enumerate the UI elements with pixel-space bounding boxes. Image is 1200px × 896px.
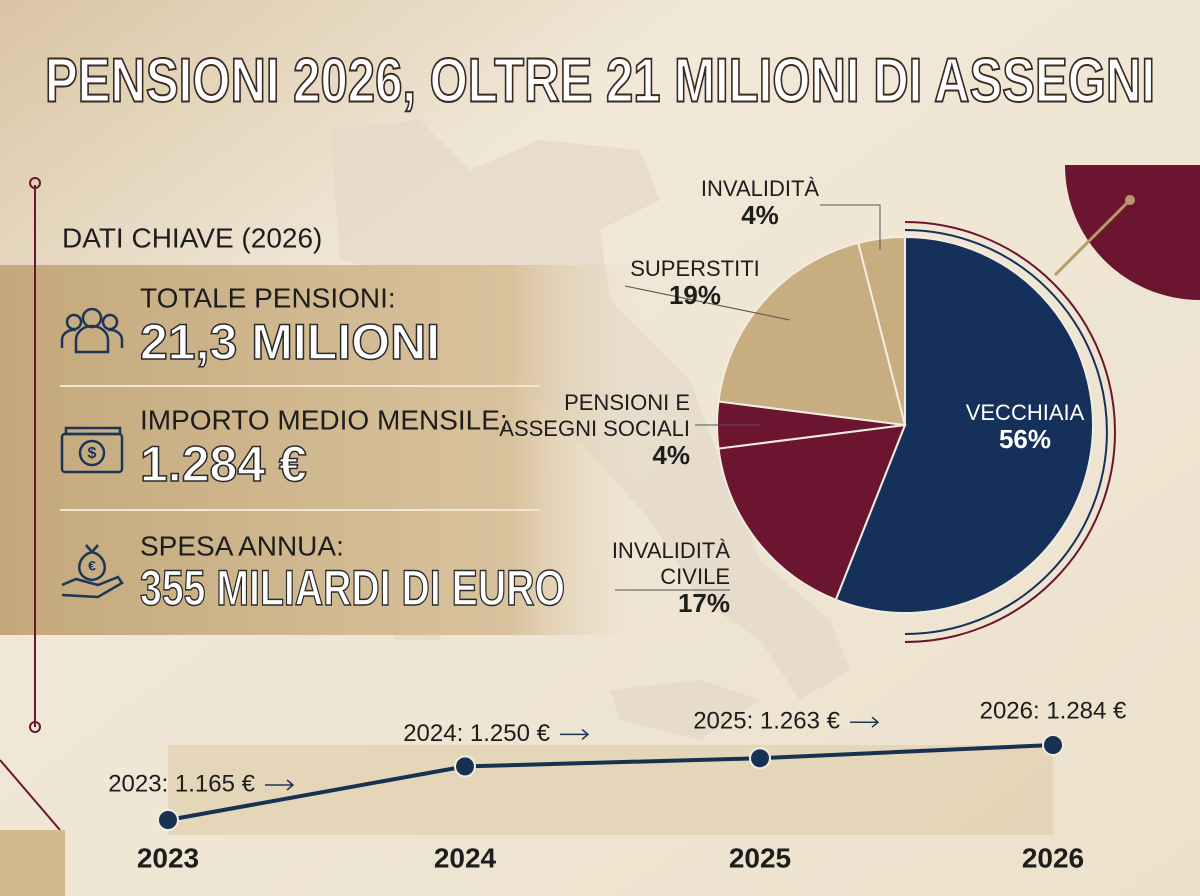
pie-label: PENSIONI E ASSEGNI SOCIALI 4% — [470, 390, 690, 468]
svg-text:€: € — [88, 558, 96, 574]
pie-slice — [857, 235, 906, 426]
pie-label: INVALIDITÀ CIVILE 17% — [560, 538, 730, 616]
x-tick-label: 2024 — [434, 842, 497, 873]
line-point — [749, 747, 771, 770]
line-point — [157, 809, 179, 831]
leader-line — [624, 285, 791, 321]
corner-decoration — [1065, 165, 1200, 300]
decor-line — [0, 759, 61, 831]
arrow-head — [581, 728, 590, 741]
pie-category: INVALIDITÀ — [700, 176, 820, 201]
pie-category: SUPERSTITI — [630, 256, 760, 281]
x-tick-label: 2023 — [137, 842, 199, 873]
rule-dot — [29, 177, 41, 189]
pie-category: VECCHIAIA — [965, 400, 1085, 425]
pie-ring — [904, 221, 1116, 643]
key-value: 21,3 MILIONI — [140, 314, 440, 370]
pie-value-label: 4% — [741, 200, 779, 230]
pie-category: INVALIDITÀ CIVILE — [611, 538, 730, 589]
point-label: 2024: 1.250 € — [403, 720, 550, 747]
decor-dot — [1125, 195, 1135, 205]
arrow-head — [871, 716, 880, 728]
key-panel — [0, 265, 640, 635]
line-point — [454, 755, 476, 778]
pie-value-label: 4% — [652, 440, 690, 470]
title: PENSIONI 2026, OLTRE 21 MILIONI DI ASSEG… — [45, 46, 1155, 115]
pie-category: PENSIONI E ASSEGNI SOCIALI — [499, 390, 690, 441]
key-heading: DATI CHIAVE (2026) — [62, 222, 322, 253]
pie-slice — [834, 235, 1094, 614]
key-label: SPESA ANNUA: — [140, 530, 344, 561]
pie-label: VECCHIAIA 56% — [955, 400, 1095, 452]
leader-line — [820, 204, 881, 250]
line-series — [167, 743, 1054, 822]
pie-slice — [717, 241, 907, 427]
icon-euro-bag: € — [61, 544, 124, 599]
pie-value-label: 56% — [998, 424, 1052, 454]
key-value: 1.284 € — [140, 436, 307, 492]
decor-line — [1053, 198, 1132, 277]
key-label: IMPORTO MEDIO MENSILE: — [140, 404, 508, 435]
rule-dot — [29, 721, 41, 733]
pie-slice — [717, 423, 907, 602]
pie-ring — [904, 229, 1108, 635]
pie-value-label: 19% — [668, 280, 722, 310]
map-sicily — [610, 680, 760, 740]
point-label: 2025: 1.263 € — [693, 708, 840, 735]
icon-money: $ — [60, 426, 124, 474]
point-label: 2023: 1.165 € — [108, 770, 255, 797]
pie-label: INVALIDITÀ 4% — [690, 176, 830, 228]
line-area-decor — [168, 745, 1053, 835]
icon-people — [60, 307, 124, 354]
line-point — [1042, 734, 1064, 756]
svg-text:$: $ — [88, 445, 97, 462]
x-tick-label: 2025 — [729, 842, 791, 873]
x-tick-label: 2026 — [1022, 842, 1084, 873]
pie-label: SUPERSTITI 19% — [600, 256, 790, 308]
pie-value-label: 17% — [677, 588, 730, 618]
arrow-head — [286, 779, 295, 791]
key-value: 355 MILIARDI DI EURO — [140, 560, 565, 616]
key-label: TOTALE PENSIONI: — [140, 282, 396, 313]
point-label: 2026: 1.284 € — [980, 697, 1127, 724]
decor-block — [0, 830, 65, 896]
